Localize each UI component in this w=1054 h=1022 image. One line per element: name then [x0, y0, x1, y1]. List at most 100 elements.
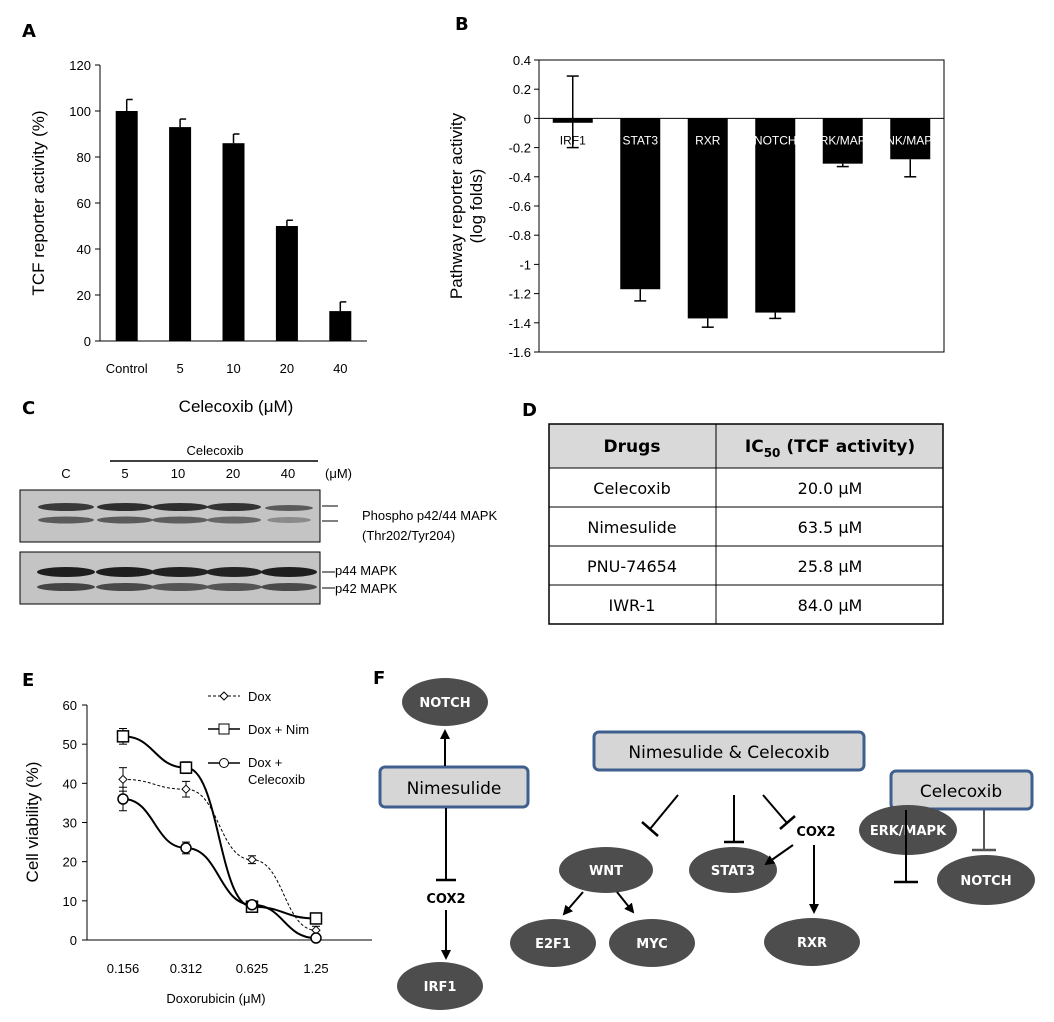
band: [261, 583, 317, 591]
node-erk-mapk-label: ERK/MAPK: [870, 824, 947, 839]
table-header-sub: 50: [764, 446, 781, 460]
node-rxr: [764, 918, 860, 966]
chart-a-xlabel: Celecoxib (μM): [179, 397, 294, 416]
node-myc-label: MYC: [636, 937, 667, 952]
chart-b-frame: [538, 59, 945, 353]
edge-inhibit-bar: [779, 815, 796, 830]
cox2-mid-label: COX2: [796, 825, 835, 840]
table-cell-value: 25.8 μM: [798, 557, 863, 576]
table-cell-drug: IWR-1: [609, 596, 656, 615]
table-header-rest: (TCF activity): [780, 437, 915, 457]
edge-combo-inhibits-wnt: [649, 794, 679, 830]
chart-b-y-tick-label: -0.8: [509, 228, 531, 243]
bar: [115, 111, 138, 341]
pathway-diagram: Nimesulide Nimesulide & Celecoxib Celeco…: [378, 678, 1035, 1010]
chart-b-y-tick-label: -1: [519, 257, 531, 272]
bar: [822, 118, 863, 164]
legend-dox-celecoxib-2: Celecoxib: [248, 772, 305, 787]
edge-inhibit-bar: [641, 821, 659, 837]
chart-a-y-tick-label: 20: [77, 288, 91, 303]
chart-a: TCF reporter activity (%) Celecoxib (μM)…: [29, 58, 367, 416]
chart-b-y-tick-label: -0.4: [509, 170, 531, 185]
chart-e-y-tick-label: 40: [63, 776, 77, 791]
panel-letter-c: C: [22, 398, 35, 419]
table-border: [548, 423, 944, 625]
bar: [275, 226, 298, 341]
band: [97, 516, 153, 524]
node-irf1: [397, 962, 483, 1010]
blot-lane-10: 10: [171, 466, 185, 481]
chart-e-xlabel: Doxorubicin (μM): [166, 991, 265, 1006]
cox2-left-label: COX2: [426, 892, 465, 907]
node-rxr-label: RXR: [797, 936, 827, 951]
chart-b-ylabel-line-2: (log folds): [467, 169, 486, 244]
nimesulide-box-label: Nimesulide: [407, 779, 502, 799]
chart-a-x-tick-label: 20: [280, 361, 294, 376]
node-e2f1: [510, 919, 596, 967]
node-notch-right-label: NOTCH: [960, 874, 1011, 889]
point-square: [116, 730, 130, 743]
legend-marker-square: [218, 723, 230, 735]
node-stat3: [689, 847, 777, 893]
point-circle: [117, 793, 129, 805]
chart-b-y-tick-label: -1.4: [509, 316, 531, 331]
chart-a-x-tick-label: Control: [106, 361, 148, 376]
blot-lane-5: 5: [121, 466, 128, 481]
band: [207, 516, 261, 524]
chart-e-legend: Dox Dox + Nim Dox + Celecoxib: [208, 689, 309, 787]
blot-lane-40: 40: [281, 466, 295, 481]
chart-b-category-label: ERK/MAPK: [812, 133, 874, 147]
table-cell-drug: Nimesulide: [587, 518, 676, 537]
chart-b-category-label: STAT3: [622, 133, 658, 147]
table-cell-value: 84.0 μM: [798, 596, 863, 615]
panel-letter-a: A: [22, 21, 36, 42]
chart-a-y-tick-label: 40: [77, 242, 91, 257]
band: [261, 567, 317, 577]
point-circle: [180, 842, 192, 854]
edge-wnt-to-e2f1: [562, 891, 584, 916]
western-blot: Celecoxib C 5 10 20 40 (μM) Phospho p42/…: [19, 443, 497, 605]
legend-dox-nim: Dox + Nim: [248, 722, 309, 737]
panel-letter-f: F: [373, 668, 385, 689]
series-line: [122, 778, 317, 931]
blot-unit: (μM): [325, 466, 352, 481]
chart-b-y-tick-label: -1.2: [509, 287, 531, 302]
panel-letter-b: B: [455, 14, 469, 35]
node-myc: [609, 919, 695, 967]
table-header-ic: IC: [745, 437, 764, 457]
blot-treatment-label: Celecoxib: [186, 443, 243, 458]
band: [96, 583, 154, 591]
band: [96, 567, 154, 577]
node-notch-top-label: NOTCH: [419, 696, 470, 711]
node-erk-mapk: [859, 805, 957, 855]
band: [265, 505, 313, 511]
band: [152, 503, 208, 511]
bar: [687, 118, 728, 319]
chart-a-ylabel: TCF reporter activity (%): [29, 110, 48, 295]
band: [38, 503, 94, 511]
nimesulide-box: [378, 765, 530, 809]
point-diamond: [247, 855, 257, 865]
chart-e-ylabel: Cell viability (%): [23, 762, 42, 883]
blot-phospho-bands: [38, 503, 313, 524]
blot-phospho-membrane: [19, 489, 321, 543]
node-wnt: [559, 847, 653, 893]
ic50-table: Drugs IC50 (TCF activity) Celecoxib 20.0…: [548, 423, 944, 625]
bar: [890, 118, 931, 160]
legend-dox-celecoxib-1: Dox +: [248, 755, 282, 770]
chart-e-y-tick-label: 20: [63, 855, 77, 870]
legend-marker-diamond: [219, 691, 229, 701]
blot-p44-label: p44 MAPK: [335, 563, 397, 578]
chart-a-y-tick-label: 0: [84, 334, 91, 349]
table-cell-value: 63.5 μM: [798, 518, 863, 537]
band: [151, 583, 209, 591]
table-cell-drug: PNU-74654: [587, 557, 677, 576]
chart-e-y-tick-label: 0: [70, 933, 77, 948]
blot-p42-label: p42 MAPK: [335, 581, 397, 596]
point-circle: [246, 899, 258, 911]
chart-b-ylabel-line-1: Pathway reporter activity: [447, 112, 466, 299]
combo-box: [592, 730, 866, 772]
chart-e-y-tick-label: 10: [63, 894, 77, 909]
table-cell-value: 20.0 μM: [798, 479, 863, 498]
